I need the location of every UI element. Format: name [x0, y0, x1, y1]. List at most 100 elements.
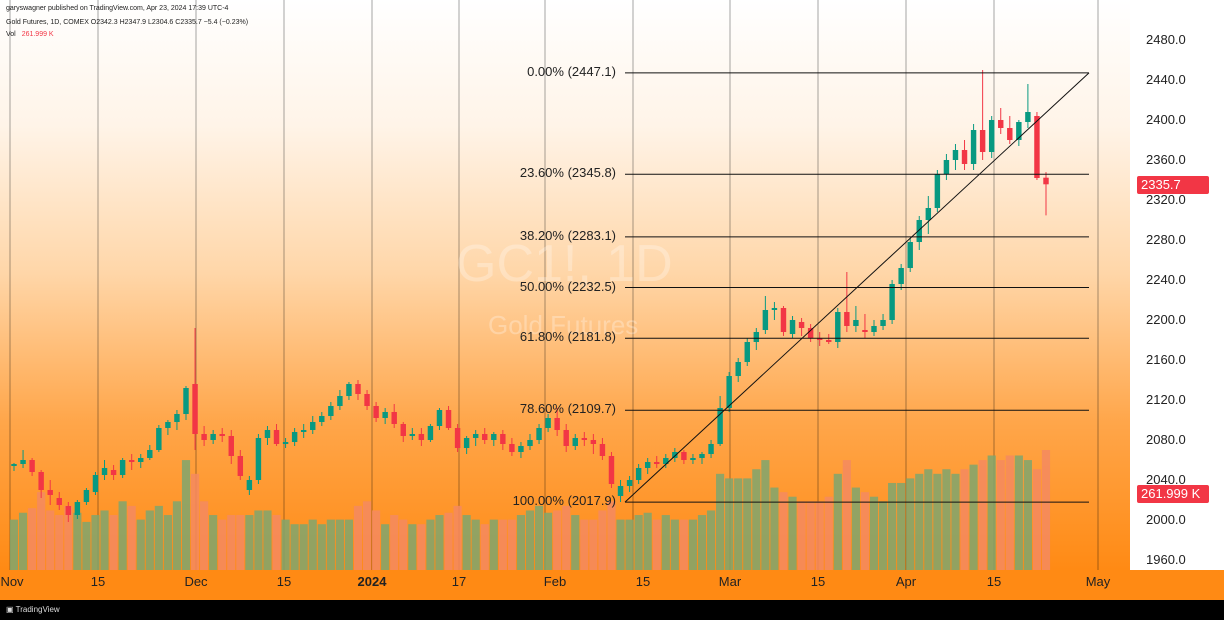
candle-body: [38, 472, 44, 490]
candle-body: [780, 308, 787, 332]
candle-body: [228, 436, 234, 456]
candle-body: [11, 464, 17, 466]
volume-bar: [761, 460, 770, 570]
candle-body: [183, 388, 189, 414]
volume-bar: [281, 519, 290, 570]
candle-body: [807, 328, 814, 338]
candle-body: [1016, 122, 1022, 140]
volume-bar: [480, 524, 489, 570]
candle-body: [264, 430, 271, 438]
fib-level-label: 38.20% (2283.1): [519, 227, 616, 243]
candle-body: [201, 434, 207, 440]
candle-body: [599, 444, 606, 456]
price-tick-label: 2040.0: [1146, 472, 1186, 487]
time-axis[interactable]: [0, 570, 1130, 600]
volume-bar: [652, 519, 661, 570]
volume-bar: [326, 519, 335, 570]
footer-bar: [0, 600, 1224, 620]
candle-body: [92, 475, 99, 492]
candle-body: [74, 502, 81, 515]
tradingview-icon: ▣: [6, 605, 14, 614]
volume-bar: [64, 505, 73, 570]
candle-body: [744, 342, 750, 362]
volume-bar: [254, 510, 263, 570]
candle-body: [545, 418, 551, 428]
volume-bar: [598, 510, 607, 570]
volume-bar: [344, 519, 354, 570]
candle-body: [690, 458, 696, 460]
time-tick-label: Apr: [895, 574, 917, 589]
candle-body: [789, 320, 796, 334]
volume-bar: [770, 487, 779, 570]
fib-level-label: 50.00% (2232.5): [519, 278, 616, 294]
volume-bar: [308, 519, 317, 570]
price-tick-label: 2240.0: [1146, 272, 1186, 287]
candle-body: [382, 412, 388, 418]
candle-body: [101, 468, 108, 475]
candle-body: [988, 120, 995, 152]
candle-body: [626, 480, 633, 486]
candle-body: [681, 452, 687, 460]
volume-bar: [408, 524, 417, 570]
volume-bar: [353, 505, 363, 570]
volume-bar: [82, 521, 91, 570]
volume-bar: [218, 519, 227, 570]
candle-body: [29, 460, 35, 472]
candle-body: [20, 460, 26, 464]
candle-body: [717, 408, 723, 444]
volume-legend[interactable]: Vol 261.999 K: [6, 31, 54, 38]
volume-bar: [697, 515, 707, 570]
price-tick-label: 2000.0: [1146, 512, 1186, 527]
candle-body: [300, 430, 307, 432]
candle-body: [128, 460, 135, 462]
candle-body: [663, 458, 669, 464]
candle-body: [509, 444, 515, 452]
candle-body: [970, 130, 977, 164]
candle-body: [291, 432, 298, 442]
volume-bar: [743, 478, 752, 570]
candle-body: [527, 440, 533, 446]
volume-bar: [263, 510, 272, 570]
candle-body: [826, 340, 832, 342]
price-tick-label: 2080.0: [1146, 432, 1186, 447]
volume-bar: [245, 515, 254, 570]
time-tick-label: Nov: [0, 574, 24, 589]
tradingview-brand: TradingView: [15, 605, 60, 614]
volume-bar: [381, 524, 390, 570]
volume-bar: [589, 519, 598, 570]
volume-bar: [797, 501, 806, 570]
ohlc-legend[interactable]: Gold Futures, 1D, COMEX O2342.3 H2347.9 …: [6, 19, 249, 26]
candle-body: [255, 438, 262, 480]
price-tick-label: 1960.0: [1146, 552, 1186, 567]
candle-body: [816, 338, 823, 340]
time-tick-label: Mar: [718, 574, 742, 589]
volume-bar: [236, 515, 245, 570]
volume-bar: [299, 524, 308, 570]
volume-bar: [272, 515, 281, 570]
volume-bar: [987, 455, 996, 570]
volume-bar: [752, 469, 761, 570]
candle-body: [310, 422, 316, 430]
volume-bar: [571, 515, 580, 570]
volume-bar: [824, 496, 833, 570]
candle-body: [337, 396, 343, 406]
candle-body: [898, 268, 904, 284]
tradingview-logo[interactable]: ▣ TradingView: [6, 605, 60, 614]
candle-body: [491, 434, 497, 440]
candle-body: [916, 220, 922, 242]
fib-level-label: 0.00% (2447.1): [527, 63, 616, 79]
candle-body: [237, 456, 244, 476]
candle-body: [482, 434, 488, 440]
candle-body: [328, 406, 334, 416]
candle-body: [138, 458, 144, 462]
volume-bar: [136, 519, 145, 570]
candle-body: [536, 428, 542, 440]
candle-body: [174, 414, 180, 422]
candle-body: [934, 174, 941, 208]
volume-bar: [516, 515, 526, 570]
volume-bar: [290, 524, 299, 570]
candle-body: [65, 506, 72, 515]
time-tick-label: 15: [810, 574, 826, 589]
candle-body: [165, 422, 171, 428]
